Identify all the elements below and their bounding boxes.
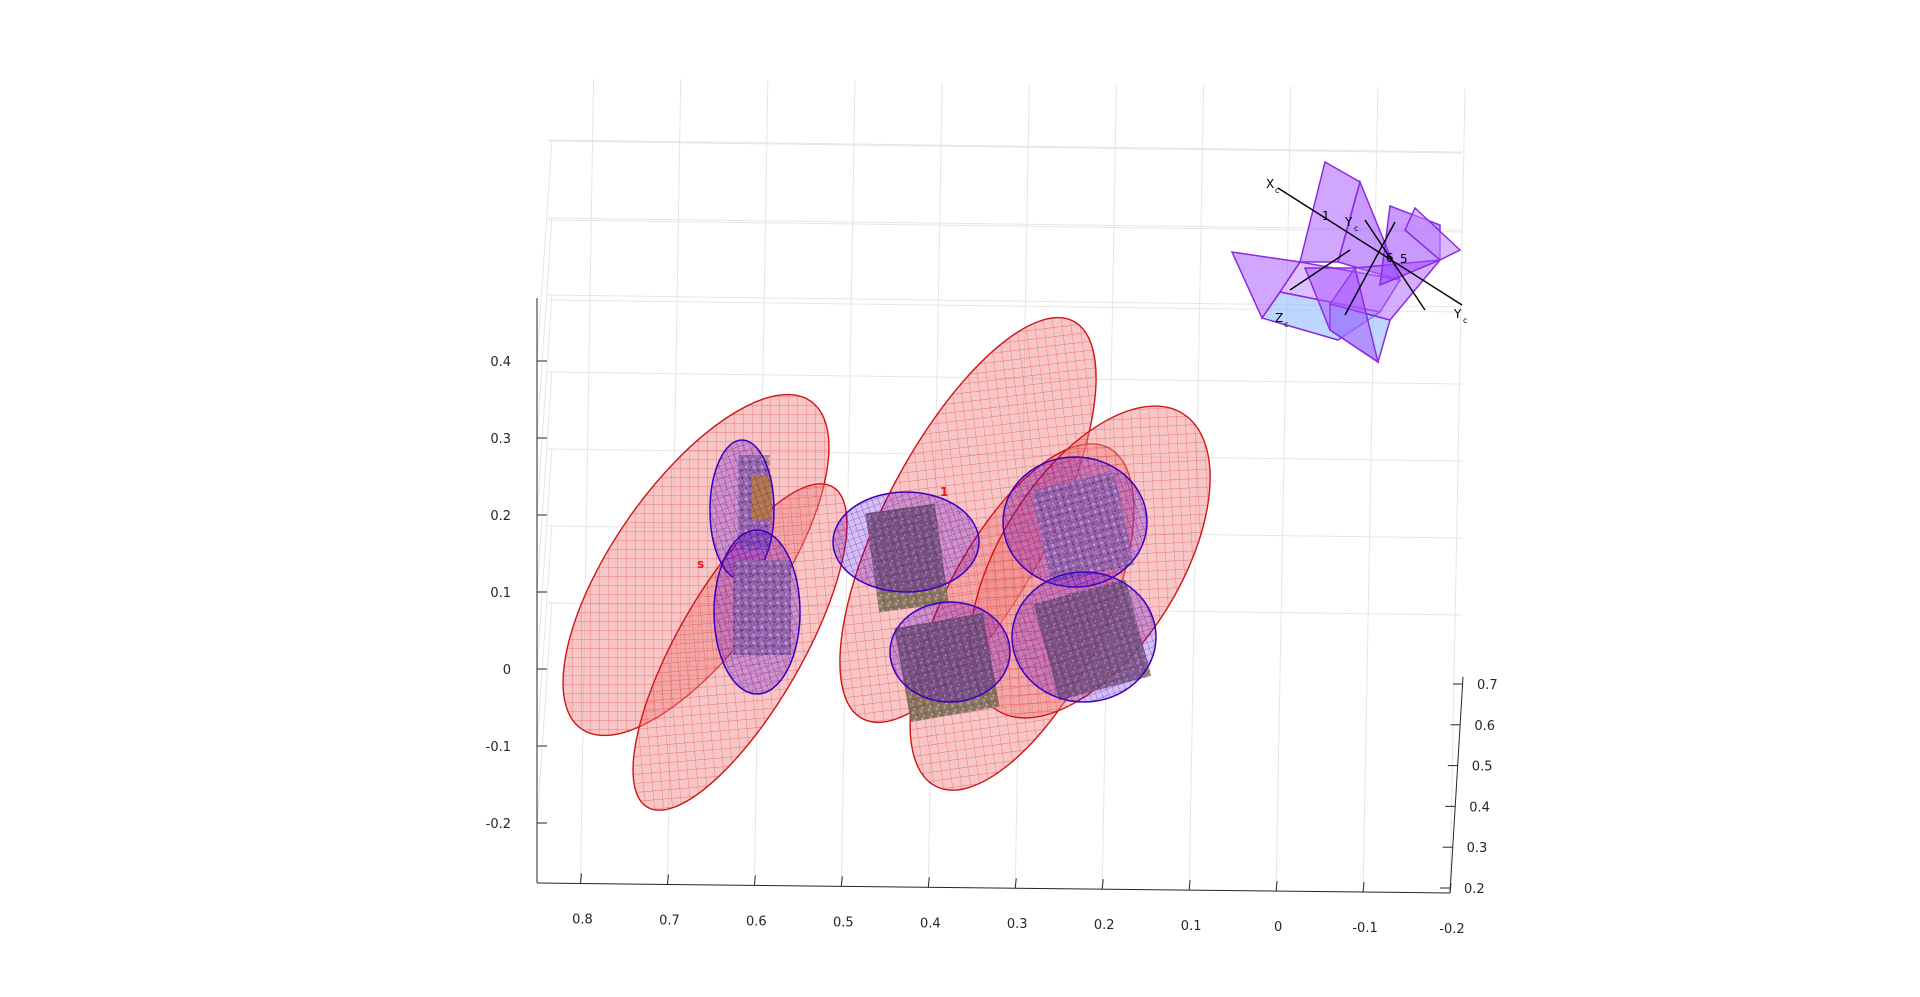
camera-label: 1 [1322, 209, 1330, 223]
x-tick-label: -0.2 [1439, 922, 1464, 937]
x-tick-label: 0.8 [572, 912, 593, 927]
z-tick-label: 0 [503, 663, 511, 678]
y-tick-label: 0.2 [1464, 882, 1485, 897]
camera-label: Y [1344, 215, 1353, 229]
object-ellipsoid-right-lower [1011, 571, 1157, 703]
grid-line-z-side [536, 216, 553, 439]
x-tick-label: 0.4 [920, 916, 941, 931]
x-tick [1101, 879, 1104, 890]
grid-line-z [547, 140, 1463, 154]
grid-line-x [1449, 87, 1466, 894]
x-tick-label: 0.6 [746, 914, 767, 929]
grid-line-back [547, 139, 1463, 153]
camera-label-subscript: c [1284, 320, 1288, 329]
object-ellipsoid-center-upper [832, 491, 980, 613]
x-tick-label: 0.5 [833, 915, 854, 930]
objects [709, 439, 1157, 723]
camera-label: 6 [1386, 251, 1394, 265]
object-labels: 1s [697, 485, 948, 571]
axes [536, 298, 1464, 894]
grid-line-x [1275, 86, 1292, 892]
x-tick-label: 0.7 [659, 913, 680, 928]
x-tick-label: 0.3 [1007, 917, 1028, 932]
z-tick-label: 0.3 [490, 432, 511, 447]
x-tick [1275, 881, 1278, 892]
x-tick [1188, 880, 1191, 891]
object-ellipsoid-left-tall-lower [713, 529, 801, 695]
camera-label: 5 [1400, 252, 1408, 266]
x-tick-label: -0.1 [1352, 921, 1377, 936]
camera-label-subscript: c [1463, 316, 1467, 325]
y-tick-label: 0.3 [1467, 841, 1488, 856]
z-tick-label: -0.1 [486, 740, 511, 755]
y-tick-label: 0.4 [1469, 800, 1490, 815]
grid-line-z-side [536, 447, 553, 670]
object-label: s [697, 557, 704, 571]
grid-line-z-side [536, 370, 553, 593]
x-tick [1014, 878, 1017, 889]
z-tick-label: 0.2 [490, 509, 511, 524]
camera-label: Y [1453, 307, 1462, 321]
camera-label-subscript: c [1275, 186, 1279, 195]
grid-line-z-side [536, 524, 553, 747]
x-tick-label: 0.1 [1181, 919, 1202, 934]
camera-label-subscript: c [1354, 224, 1358, 233]
grid-line-z-side [536, 293, 553, 516]
z-tick-label: 0.1 [490, 586, 511, 601]
z-tick-label: -0.2 [486, 817, 511, 832]
x-tick-label: 0 [1274, 920, 1282, 935]
grid-line-z-side [536, 139, 553, 362]
x-tick [840, 876, 843, 887]
grid-line-x [840, 81, 856, 887]
y-tick-label: 0.7 [1477, 678, 1498, 693]
camera-label: X [1266, 177, 1274, 191]
object-ellipsoid-right-upper [1002, 456, 1148, 588]
z-tick-label: 0.4 [490, 355, 511, 370]
grid-line-x [579, 78, 595, 884]
x-tick [753, 875, 756, 886]
x-tick-label: 0.2 [1094, 918, 1115, 933]
x-tick [1449, 882, 1452, 894]
x-tick [927, 877, 930, 888]
axis-ticks: 0.8 0.7 0.6 0.5 0.4 0.3 0.2 0.1 0 -0.1 -0.2 -0.2 -0.… [486, 355, 1498, 937]
camera-label: Z [1275, 311, 1283, 325]
object-ellipsoid-center-lower [889, 601, 1011, 723]
y-tick-label: 0.6 [1474, 719, 1495, 734]
object-label: 1 [940, 485, 948, 499]
camera-axes [1277, 187, 1463, 316]
grid-line-z-side [536, 601, 553, 824]
x-tick [1362, 881, 1365, 893]
y-tick-label: 0.5 [1472, 760, 1493, 775]
x-tick [579, 873, 582, 884]
x-axis-line [536, 882, 1451, 894]
y-axis-line [1449, 676, 1464, 894]
x-tick [666, 874, 669, 885]
